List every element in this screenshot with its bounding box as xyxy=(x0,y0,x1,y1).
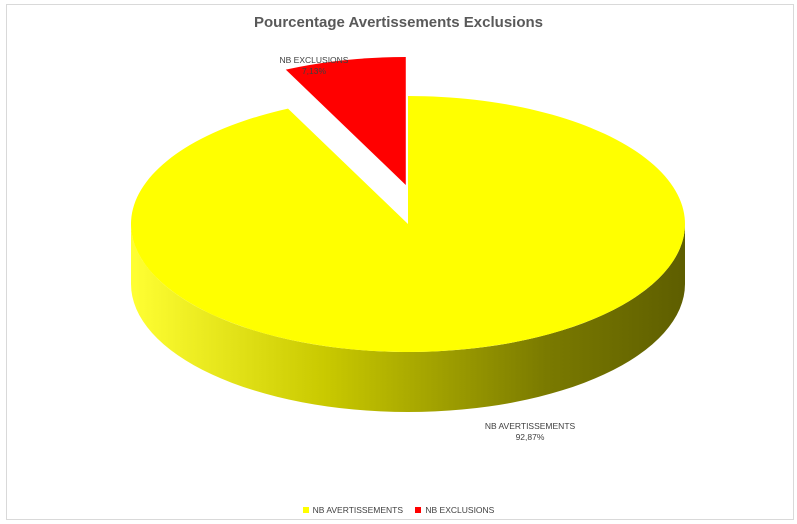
slice-avertissements xyxy=(130,96,685,352)
data-label-avertissements-name: NB AVERTISSEMENTS xyxy=(485,421,576,431)
data-label-avertissements-value: 92,87% xyxy=(516,432,545,442)
data-label-exclusions-name: NB EXCLUSIONS xyxy=(280,55,349,65)
data-label-exclusions-value: 7,13% xyxy=(302,66,327,76)
slice-exclusions xyxy=(285,56,406,185)
legend-swatch-exclusions xyxy=(415,507,422,513)
legend-item-avertissements: NB AVERTISSEMENTS xyxy=(302,505,404,515)
slice-avertissements-side xyxy=(131,224,685,412)
legend-swatch-avertissements xyxy=(302,507,309,513)
legend-label-exclusions: NB EXCLUSIONS xyxy=(425,505,495,515)
chart-title: Pourcentage Avertissements Exclusions xyxy=(254,14,543,31)
legend-item-exclusions: NB EXCLUSIONS xyxy=(415,505,494,515)
legend: NB AVERTISSEMENTS NB EXCLUSIONS xyxy=(0,505,797,515)
legend-label-avertissements: NB AVERTISSEMENTS xyxy=(312,505,404,515)
